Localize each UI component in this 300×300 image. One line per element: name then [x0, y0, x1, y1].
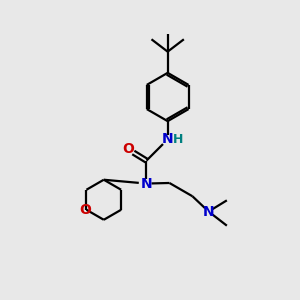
Text: N: N: [141, 177, 152, 190]
Text: O: O: [79, 203, 91, 217]
Text: N: N: [162, 132, 173, 146]
Text: O: O: [122, 142, 134, 156]
Text: N: N: [203, 205, 214, 218]
Text: H: H: [173, 133, 183, 146]
